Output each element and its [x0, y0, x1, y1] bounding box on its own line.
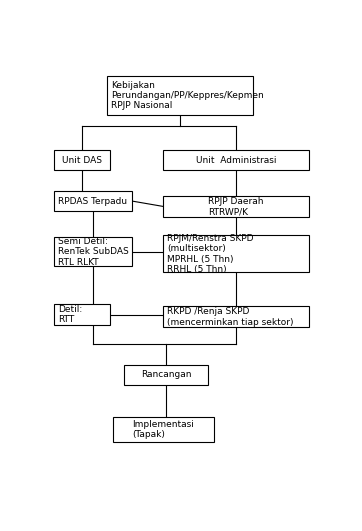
Text: Implementasi
(Tapak): Implementasi (Tapak): [132, 420, 194, 439]
Text: RPJP Daerah
RTRWP/K: RPJP Daerah RTRWP/K: [208, 196, 264, 216]
FancyBboxPatch shape: [113, 417, 214, 442]
FancyBboxPatch shape: [124, 365, 208, 384]
FancyBboxPatch shape: [107, 76, 253, 115]
FancyBboxPatch shape: [54, 150, 110, 170]
FancyBboxPatch shape: [163, 306, 309, 328]
FancyBboxPatch shape: [163, 150, 309, 170]
Text: Semi Detil:
RenTek SubDAS
RTL RLKT: Semi Detil: RenTek SubDAS RTL RLKT: [58, 237, 129, 267]
FancyBboxPatch shape: [54, 237, 132, 266]
FancyBboxPatch shape: [163, 235, 309, 272]
Text: Detil:
RTT: Detil: RTT: [58, 305, 82, 324]
Text: Kebijakan
Perundangan/PP/Keppres/Kepmen
RPJP Nasional: Kebijakan Perundangan/PP/Keppres/Kepmen …: [111, 81, 264, 110]
FancyBboxPatch shape: [54, 191, 132, 211]
Text: RPJM/Renstra SKPD
(multisektor)
MPRHL (5 Thn)
RRHL (5 Thn): RPJM/Renstra SKPD (multisektor) MPRHL (5…: [167, 234, 254, 274]
FancyBboxPatch shape: [163, 196, 309, 217]
Text: Rancangan: Rancangan: [140, 370, 191, 379]
Text: RKPD /Renja SKPD
(mencerminkan tiap sektor): RKPD /Renja SKPD (mencerminkan tiap sekt…: [167, 307, 294, 327]
Text: RPDAS Terpadu: RPDAS Terpadu: [58, 196, 127, 205]
Text: Unit DAS: Unit DAS: [62, 156, 102, 165]
Text: Unit  Administrasi: Unit Administrasi: [196, 156, 276, 165]
FancyBboxPatch shape: [54, 304, 110, 326]
